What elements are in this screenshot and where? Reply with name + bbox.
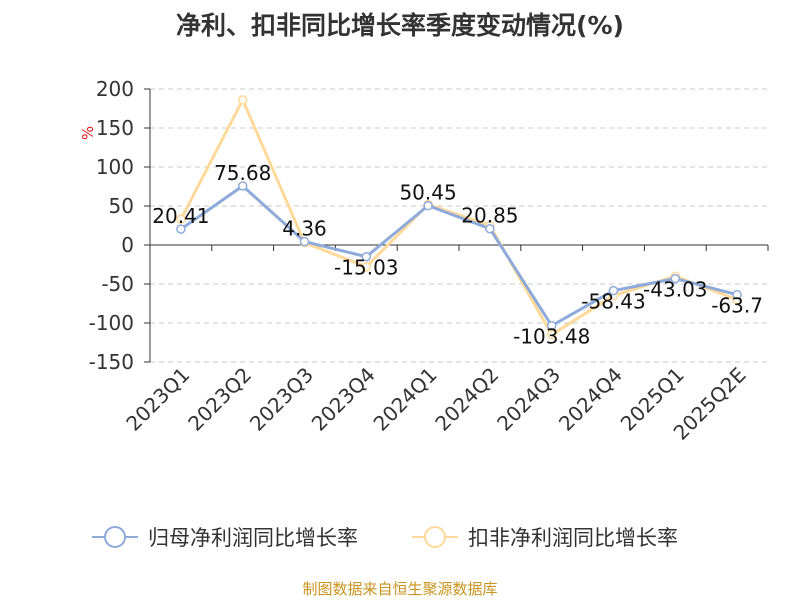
x-tick-label: 2024Q2 [430, 363, 503, 436]
data-label: 20.85 [461, 204, 518, 228]
data-point [361, 262, 372, 272]
y-tick-labels: 200 150 100 50 0 -50 -100 -150 [89, 77, 134, 374]
x-tick-label: 2024Q4 [554, 363, 627, 436]
data-point [485, 223, 495, 234]
series-points [176, 95, 742, 340]
legend-label: 扣非净利润同比增长率 [468, 526, 678, 550]
gridlines [150, 88, 768, 363]
source-note: 制图数据来自恒生聚源数据库 [302, 580, 498, 598]
chart-title: 净利、扣非同比增长率季度变动情况(%) [176, 11, 624, 40]
legend-marker [424, 526, 446, 548]
x-tick-label: 2024Q3 [492, 363, 565, 436]
y-tick-label: -150 [89, 350, 134, 374]
series-line [180, 184, 738, 328]
data-point [299, 236, 310, 247]
y-tick-label: -100 [89, 311, 134, 335]
data-label: -103.48 [513, 325, 590, 349]
x-tick-label: 2024Q1 [369, 363, 442, 436]
data-label: 50.45 [399, 181, 456, 205]
data-label: -63.7 [711, 294, 763, 318]
data-label: 20.41 [152, 204, 209, 228]
data-point [361, 251, 372, 262]
y-tick-label: 50 [109, 194, 134, 218]
y-tick-label: 200 [96, 77, 134, 101]
data-point [423, 200, 433, 211]
y-tick-label: 0 [121, 233, 134, 257]
data-point [732, 289, 742, 300]
axes: % [79, 88, 769, 363]
data-point [237, 95, 248, 105]
y-tick-label: 150 [96, 116, 134, 140]
legend-marker [104, 526, 126, 548]
data-label: 4.36 [282, 217, 327, 241]
data-point [176, 214, 186, 225]
data-label: -43.03 [643, 278, 707, 302]
data-label: 75.68 [214, 161, 271, 185]
data-point [608, 285, 619, 296]
data-point [237, 181, 248, 191]
x-tick-labels: 2023Q12023Q22023Q32023Q42024Q12024Q22024… [121, 363, 750, 445]
data-label: -58.43 [581, 290, 645, 314]
y-axis-unit: % [79, 126, 97, 140]
y-tick-label: -50 [101, 272, 134, 296]
data-point [546, 329, 557, 340]
data-label: -15.03 [334, 256, 398, 280]
data-point [670, 273, 681, 284]
series-lines [179, 98, 738, 337]
x-tick-label: 2023Q4 [307, 363, 380, 436]
legend: 归母净利润同比增长率 扣非净利润同比增长率 [92, 526, 678, 550]
legend-label: 归母净利润同比增长率 [148, 526, 358, 550]
x-tick-label: 2023Q3 [245, 363, 318, 436]
data-point [176, 224, 186, 234]
y-tick-label: 100 [96, 155, 134, 179]
x-tick-label: 2023Q2 [183, 363, 256, 436]
data-point [546, 320, 557, 331]
